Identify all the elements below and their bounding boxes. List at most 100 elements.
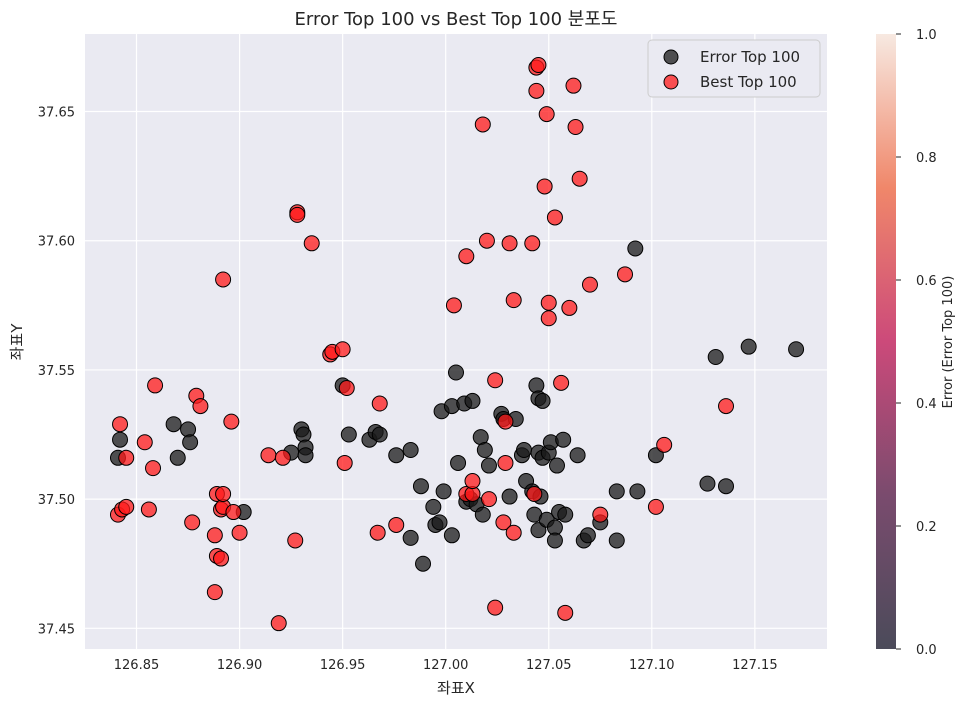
best-top100-point: [147, 377, 164, 394]
best-top100-point: [495, 514, 512, 531]
best-top100-point: [388, 516, 405, 533]
error-top100-point: [415, 555, 432, 572]
best-top100-point: [118, 449, 135, 466]
best-top100-point: [478, 232, 495, 249]
error-top100-point: [546, 532, 563, 549]
error-top100-point: [412, 478, 429, 495]
y-tick-label: 37.45: [38, 622, 75, 637]
legend: Error Top 100 Best Top 100: [647, 39, 821, 98]
best-top100-point: [567, 119, 584, 136]
best-top100-point: [287, 532, 304, 549]
best-top100-point: [206, 584, 223, 601]
best-top100-point: [274, 449, 291, 466]
best-top100-point: [260, 447, 277, 464]
error-top100-point: [165, 416, 182, 433]
plot-area: [85, 34, 827, 649]
best-top100-point: [213, 550, 230, 567]
best-top100-point: [215, 271, 232, 288]
best-top100-point: [145, 460, 162, 477]
error-top100-point: [534, 392, 551, 409]
error-top100-point: [579, 527, 596, 544]
legend-label-error: Error Top 100: [700, 48, 800, 66]
best-top100-point: [369, 524, 386, 541]
best-top100-point: [136, 434, 153, 451]
colorbar-ticks: 0.0 0.2 0.4 0.6 0.8 1.0: [896, 28, 937, 658]
best-top100-point: [505, 292, 522, 309]
error-top100-point: [555, 431, 572, 448]
error-top100-point: [112, 431, 129, 448]
best-top100-point: [592, 506, 609, 523]
best-top100-point: [289, 206, 306, 223]
x-tick-label: 127.15: [732, 658, 778, 673]
error-top100-point: [443, 527, 460, 544]
error-top100-point: [569, 447, 586, 464]
best-top100-point: [530, 57, 547, 74]
legend-marker-best: [663, 74, 679, 90]
best-top100-point: [647, 498, 664, 515]
y-tick-label: 37.50: [38, 493, 75, 508]
best-top100-point: [524, 235, 541, 252]
best-top100-point: [231, 524, 248, 541]
error-top100-point: [402, 529, 419, 546]
best-top100-point: [565, 77, 582, 94]
error-top100-point: [740, 338, 757, 355]
best-top100-point: [617, 266, 634, 283]
y-tick-label: 37.55: [38, 364, 75, 379]
x-tick-label: 126.95: [320, 658, 366, 673]
error-top100-point: [707, 349, 724, 366]
best-top100-point: [553, 374, 570, 391]
best-top100-point: [571, 170, 588, 187]
x-tick-label: 127.10: [629, 658, 675, 673]
chart-title: Error Top 100 vs Best Top 100 분포도: [295, 9, 618, 30]
y-axis-ticks: 37.45 37.50 37.55 37.60 37.65: [38, 106, 75, 638]
best-top100-point: [540, 310, 557, 327]
best-top100-point: [540, 294, 557, 311]
error-top100-point: [435, 483, 452, 500]
x-tick-label: 127.05: [526, 658, 572, 673]
best-top100-point: [338, 380, 355, 397]
error-top100-point: [608, 532, 625, 549]
error-top100-point: [476, 442, 493, 459]
x-tick-label: 127.00: [423, 658, 469, 673]
y-axis-label: 좌표Y: [8, 323, 26, 361]
best-top100-point: [445, 297, 462, 314]
error-top100-point: [627, 240, 644, 257]
error-top100-point: [371, 426, 388, 443]
colorbar: 0.0 0.2 0.4 0.6 0.8 1.0 Error (Error Top 100): [876, 28, 956, 658]
best-top100-point: [270, 615, 287, 632]
best-top100-point: [225, 504, 242, 521]
colorbar-tick-label: 0.4: [916, 397, 937, 412]
error-top100-point: [548, 457, 565, 474]
error-top100-point: [169, 449, 186, 466]
best-top100-point: [505, 524, 522, 541]
best-top100-point: [336, 454, 353, 471]
error-top100-point: [718, 478, 735, 495]
best-top100-point: [546, 209, 563, 226]
colorbar-gradient: [876, 34, 896, 649]
error-top100-point: [464, 392, 481, 409]
error-top100-point: [480, 457, 497, 474]
best-top100-point: [497, 413, 514, 430]
best-top100-point: [334, 341, 351, 358]
best-top100-point: [656, 436, 673, 453]
error-top100-point: [297, 447, 314, 464]
legend-marker-error: [663, 49, 679, 65]
best-top100-point: [118, 498, 135, 515]
error-top100-point: [431, 514, 448, 531]
best-top100-point: [464, 473, 481, 490]
best-top100-point: [184, 514, 201, 531]
error-top100-point: [557, 506, 574, 523]
error-top100-point: [182, 434, 199, 451]
y-tick-label: 37.65: [38, 106, 75, 121]
error-top100-point: [629, 483, 646, 500]
best-top100-point: [480, 491, 497, 508]
legend-box: [647, 39, 821, 98]
best-top100-point: [528, 82, 545, 99]
error-top100-point: [474, 506, 491, 523]
best-top100-point: [557, 604, 574, 621]
error-top100-point: [501, 488, 518, 505]
best-top100-point: [487, 372, 504, 389]
error-top100-point: [788, 341, 805, 358]
best-top100-point: [223, 413, 240, 430]
